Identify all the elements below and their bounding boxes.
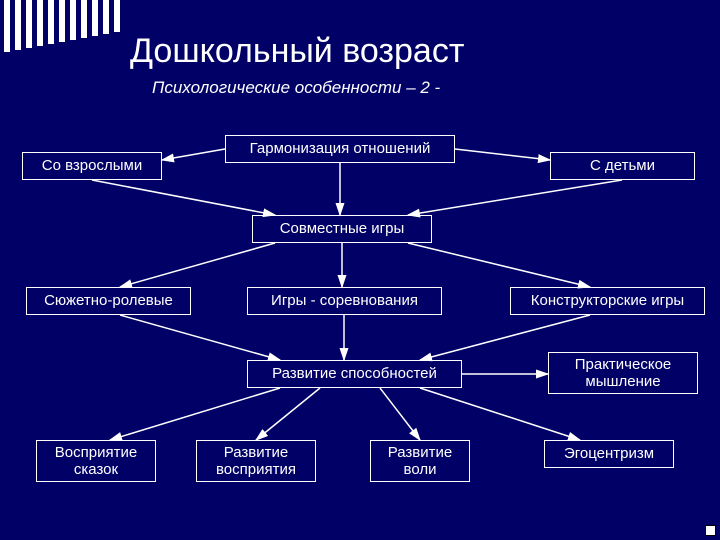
edge: [162, 149, 225, 160]
page-title: Дошкольный возраст: [130, 32, 464, 71]
deco-bar: [103, 0, 109, 34]
node-fairy_tales: Восприятие сказок: [36, 440, 156, 482]
page-subtitle: Психологические особенности – 2 -: [152, 78, 440, 98]
edge: [110, 388, 280, 440]
node-role_games: Сюжетно-ролевые: [26, 287, 191, 315]
corner-dot: [705, 525, 716, 536]
node-comp_games: Игры - соревнования: [247, 287, 442, 315]
node-joint_games: Совместные игры: [252, 215, 432, 243]
node-harmonization: Гармонизация отношений: [225, 135, 455, 163]
deco-bar: [4, 0, 10, 52]
deco-bar: [114, 0, 120, 32]
node-dev_will: Развитие воли: [370, 440, 470, 482]
node-pract_think: Практическое мышление: [548, 352, 698, 394]
deco-bar: [37, 0, 43, 46]
edge: [408, 180, 622, 215]
deco-bar: [15, 0, 21, 50]
node-dev_abilities: Развитие способностей: [247, 360, 462, 388]
node-egocentrism: Эгоцентризм: [544, 440, 674, 468]
edge: [256, 388, 320, 440]
edge: [420, 388, 580, 440]
edge: [408, 243, 590, 287]
deco-bar: [59, 0, 65, 42]
edge: [120, 315, 280, 360]
deco-bar: [26, 0, 32, 48]
edge: [455, 149, 550, 160]
deco-bar: [70, 0, 76, 40]
deco-bar: [92, 0, 98, 36]
edge: [120, 243, 275, 287]
deco-bar: [81, 0, 87, 38]
deco-bar: [48, 0, 54, 44]
edge: [380, 388, 420, 440]
node-with_children: С детьми: [550, 152, 695, 180]
node-constr_games: Конструкторские игры: [510, 287, 705, 315]
edge: [92, 180, 275, 215]
node-dev_perception: Развитие восприятия: [196, 440, 316, 482]
decoration-bars: [4, 0, 120, 52]
node-with_adults: Со взрослыми: [22, 152, 162, 180]
